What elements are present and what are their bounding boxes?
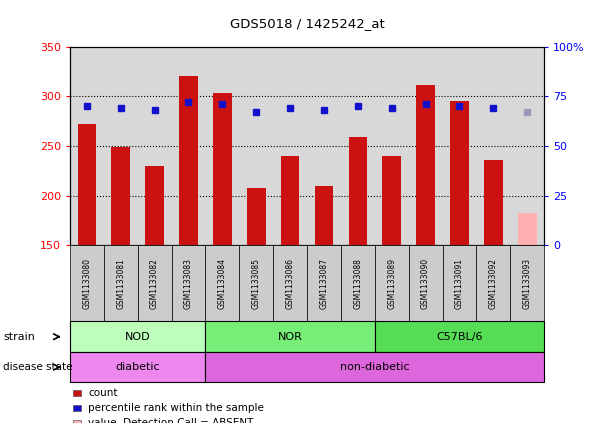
Bar xyxy=(450,101,469,245)
Text: percentile rank within the sample: percentile rank within the sample xyxy=(88,403,264,413)
Text: GSM1133088: GSM1133088 xyxy=(353,258,362,309)
Bar xyxy=(484,160,503,245)
Text: GSM1133080: GSM1133080 xyxy=(82,258,91,309)
Text: C57BL/6: C57BL/6 xyxy=(436,332,483,342)
Text: GSM1133090: GSM1133090 xyxy=(421,258,430,309)
Text: NOD: NOD xyxy=(125,332,151,342)
Text: GDS5018 / 1425242_at: GDS5018 / 1425242_at xyxy=(230,17,384,30)
Text: NOR: NOR xyxy=(278,332,303,342)
Text: strain: strain xyxy=(3,332,35,342)
Bar xyxy=(111,147,130,245)
Bar xyxy=(382,156,401,245)
Text: GSM1133092: GSM1133092 xyxy=(489,258,498,309)
Bar xyxy=(179,76,198,245)
Text: GSM1133089: GSM1133089 xyxy=(387,258,396,309)
Text: GSM1133093: GSM1133093 xyxy=(523,258,532,309)
Bar xyxy=(416,85,435,245)
Text: GSM1133091: GSM1133091 xyxy=(455,258,464,309)
Bar xyxy=(247,188,266,245)
Text: diabetic: diabetic xyxy=(116,362,160,372)
Text: GSM1133082: GSM1133082 xyxy=(150,258,159,309)
Text: GSM1133081: GSM1133081 xyxy=(116,258,125,309)
Text: non-diabetic: non-diabetic xyxy=(340,362,410,372)
Text: count: count xyxy=(88,388,118,398)
Bar xyxy=(213,93,232,245)
Bar xyxy=(518,212,536,245)
Text: GSM1133083: GSM1133083 xyxy=(184,258,193,309)
Bar xyxy=(281,156,299,245)
Text: GSM1133087: GSM1133087 xyxy=(319,258,328,309)
Bar xyxy=(348,137,367,245)
Text: GSM1133086: GSM1133086 xyxy=(286,258,295,309)
Bar xyxy=(315,186,333,245)
Bar xyxy=(78,124,96,245)
Text: GSM1133085: GSM1133085 xyxy=(252,258,261,309)
Text: disease state: disease state xyxy=(3,362,72,372)
Text: GSM1133084: GSM1133084 xyxy=(218,258,227,309)
Text: value, Detection Call = ABSENT: value, Detection Call = ABSENT xyxy=(88,418,254,423)
Bar xyxy=(145,166,164,245)
